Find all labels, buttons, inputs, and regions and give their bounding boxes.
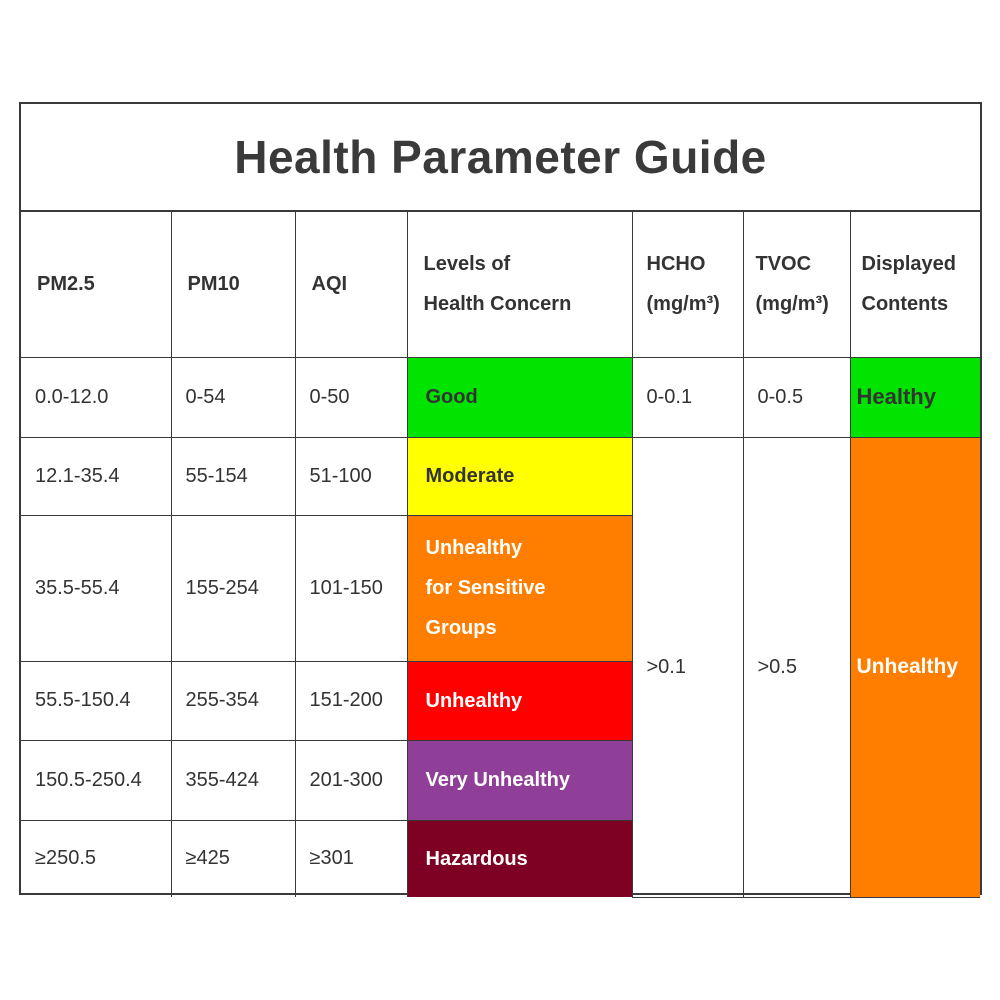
level-usg-line1: Unhealthy: [425, 537, 523, 559]
header-aqi: AQI: [294, 212, 408, 358]
header-tvoc: TVOC (mg/m³): [742, 212, 851, 358]
aqi-cell: 0-50: [294, 356, 408, 438]
displayed-healthy-cell: Healthy: [849, 356, 980, 438]
header-displayed-line2: Contents: [861, 293, 949, 316]
header-pm10: PM10: [170, 212, 296, 358]
pm10-cell: 155-254: [170, 514, 296, 662]
header-pm25: PM2.5: [21, 212, 172, 358]
health-parameter-guide: Health Parameter Guide PM2.5 PM10 AQI Le…: [19, 102, 982, 898]
level-very-unhealthy-cell: Very Unhealthy: [406, 739, 632, 821]
parameter-table: PM2.5 PM10 AQI Levels of Health Concern …: [21, 212, 980, 898]
displayed-unhealthy-cell: Unhealthy: [849, 436, 980, 898]
header-hcho-line2: (mg/m³): [646, 293, 720, 316]
hcho-healthy-cell: 0-0.1: [631, 356, 744, 438]
level-usg-line2: for Sensitive: [425, 577, 546, 599]
pm25-cell: 35.5-55.4: [21, 514, 172, 662]
pm10-cell: 55-154: [170, 436, 296, 516]
pm25-cell: 55.5-150.4: [21, 660, 172, 741]
pm10-cell: ≥425: [170, 819, 296, 897]
table-row: 150.5-250.4 355-424 201-300 Very Unhealt…: [21, 739, 980, 821]
header-levels-line2: Health Concern: [423, 293, 572, 316]
header-hcho: HCHO (mg/m³): [631, 212, 744, 358]
header-tvoc-line1: TVOC: [755, 253, 812, 276]
header-levels: Levels of Health Concern: [406, 212, 633, 358]
pm10-cell: 0-54: [170, 356, 296, 438]
header-levels-line1: Levels of: [423, 253, 511, 276]
level-usg-line3: Groups: [425, 617, 497, 639]
level-moderate-cell: Moderate: [406, 436, 633, 516]
table-row: 55.5-150.4 255-354 151-200 Unhealthy: [21, 660, 980, 741]
pm10-cell: 355-424: [170, 739, 296, 821]
aqi-cell: ≥301: [294, 819, 408, 897]
tvoc-unhealthy-cell: >0.5: [742, 436, 851, 898]
level-unhealthy-cell: Unhealthy: [406, 660, 632, 741]
header-displayed-line1: Displayed: [861, 253, 956, 276]
pm25-cell: 0.0-12.0: [21, 356, 172, 438]
aqi-cell: 51-100: [294, 436, 408, 516]
level-usg-cell: Unhealthy for Sensitive Groups: [406, 514, 632, 662]
header-displayed: Displayed Contents: [849, 212, 980, 358]
table-row: 0.0-12.0 0-54 0-50 Good 0-0.1 0-0.5 Heal…: [21, 356, 980, 438]
pm25-cell: 150.5-250.4: [21, 739, 172, 821]
header-row: PM2.5 PM10 AQI Levels of Health Concern …: [21, 212, 980, 358]
tvoc-healthy-cell: 0-0.5: [742, 356, 851, 438]
pm10-cell: 255-354: [170, 660, 296, 741]
pm25-cell: ≥250.5: [21, 819, 172, 897]
table-row: ≥250.5 ≥425 ≥301 Hazardous: [21, 819, 980, 897]
header-hcho-line1: HCHO: [646, 253, 706, 276]
hcho-unhealthy-cell: >0.1: [631, 436, 744, 898]
aqi-cell: 201-300: [294, 739, 408, 821]
header-tvoc-line2: (mg/m³): [755, 293, 829, 316]
aqi-cell: 101-150: [294, 514, 408, 662]
guide-title: Health Parameter Guide: [21, 104, 980, 212]
level-good-cell: Good: [406, 356, 633, 438]
table-row: 12.1-35.4 55-154 51-100 Moderate >0.1 >0…: [21, 436, 980, 898]
pm25-cell: 12.1-35.4: [21, 436, 172, 516]
level-hazardous-cell: Hazardous: [406, 819, 632, 897]
aqi-cell: 151-200: [294, 660, 408, 741]
